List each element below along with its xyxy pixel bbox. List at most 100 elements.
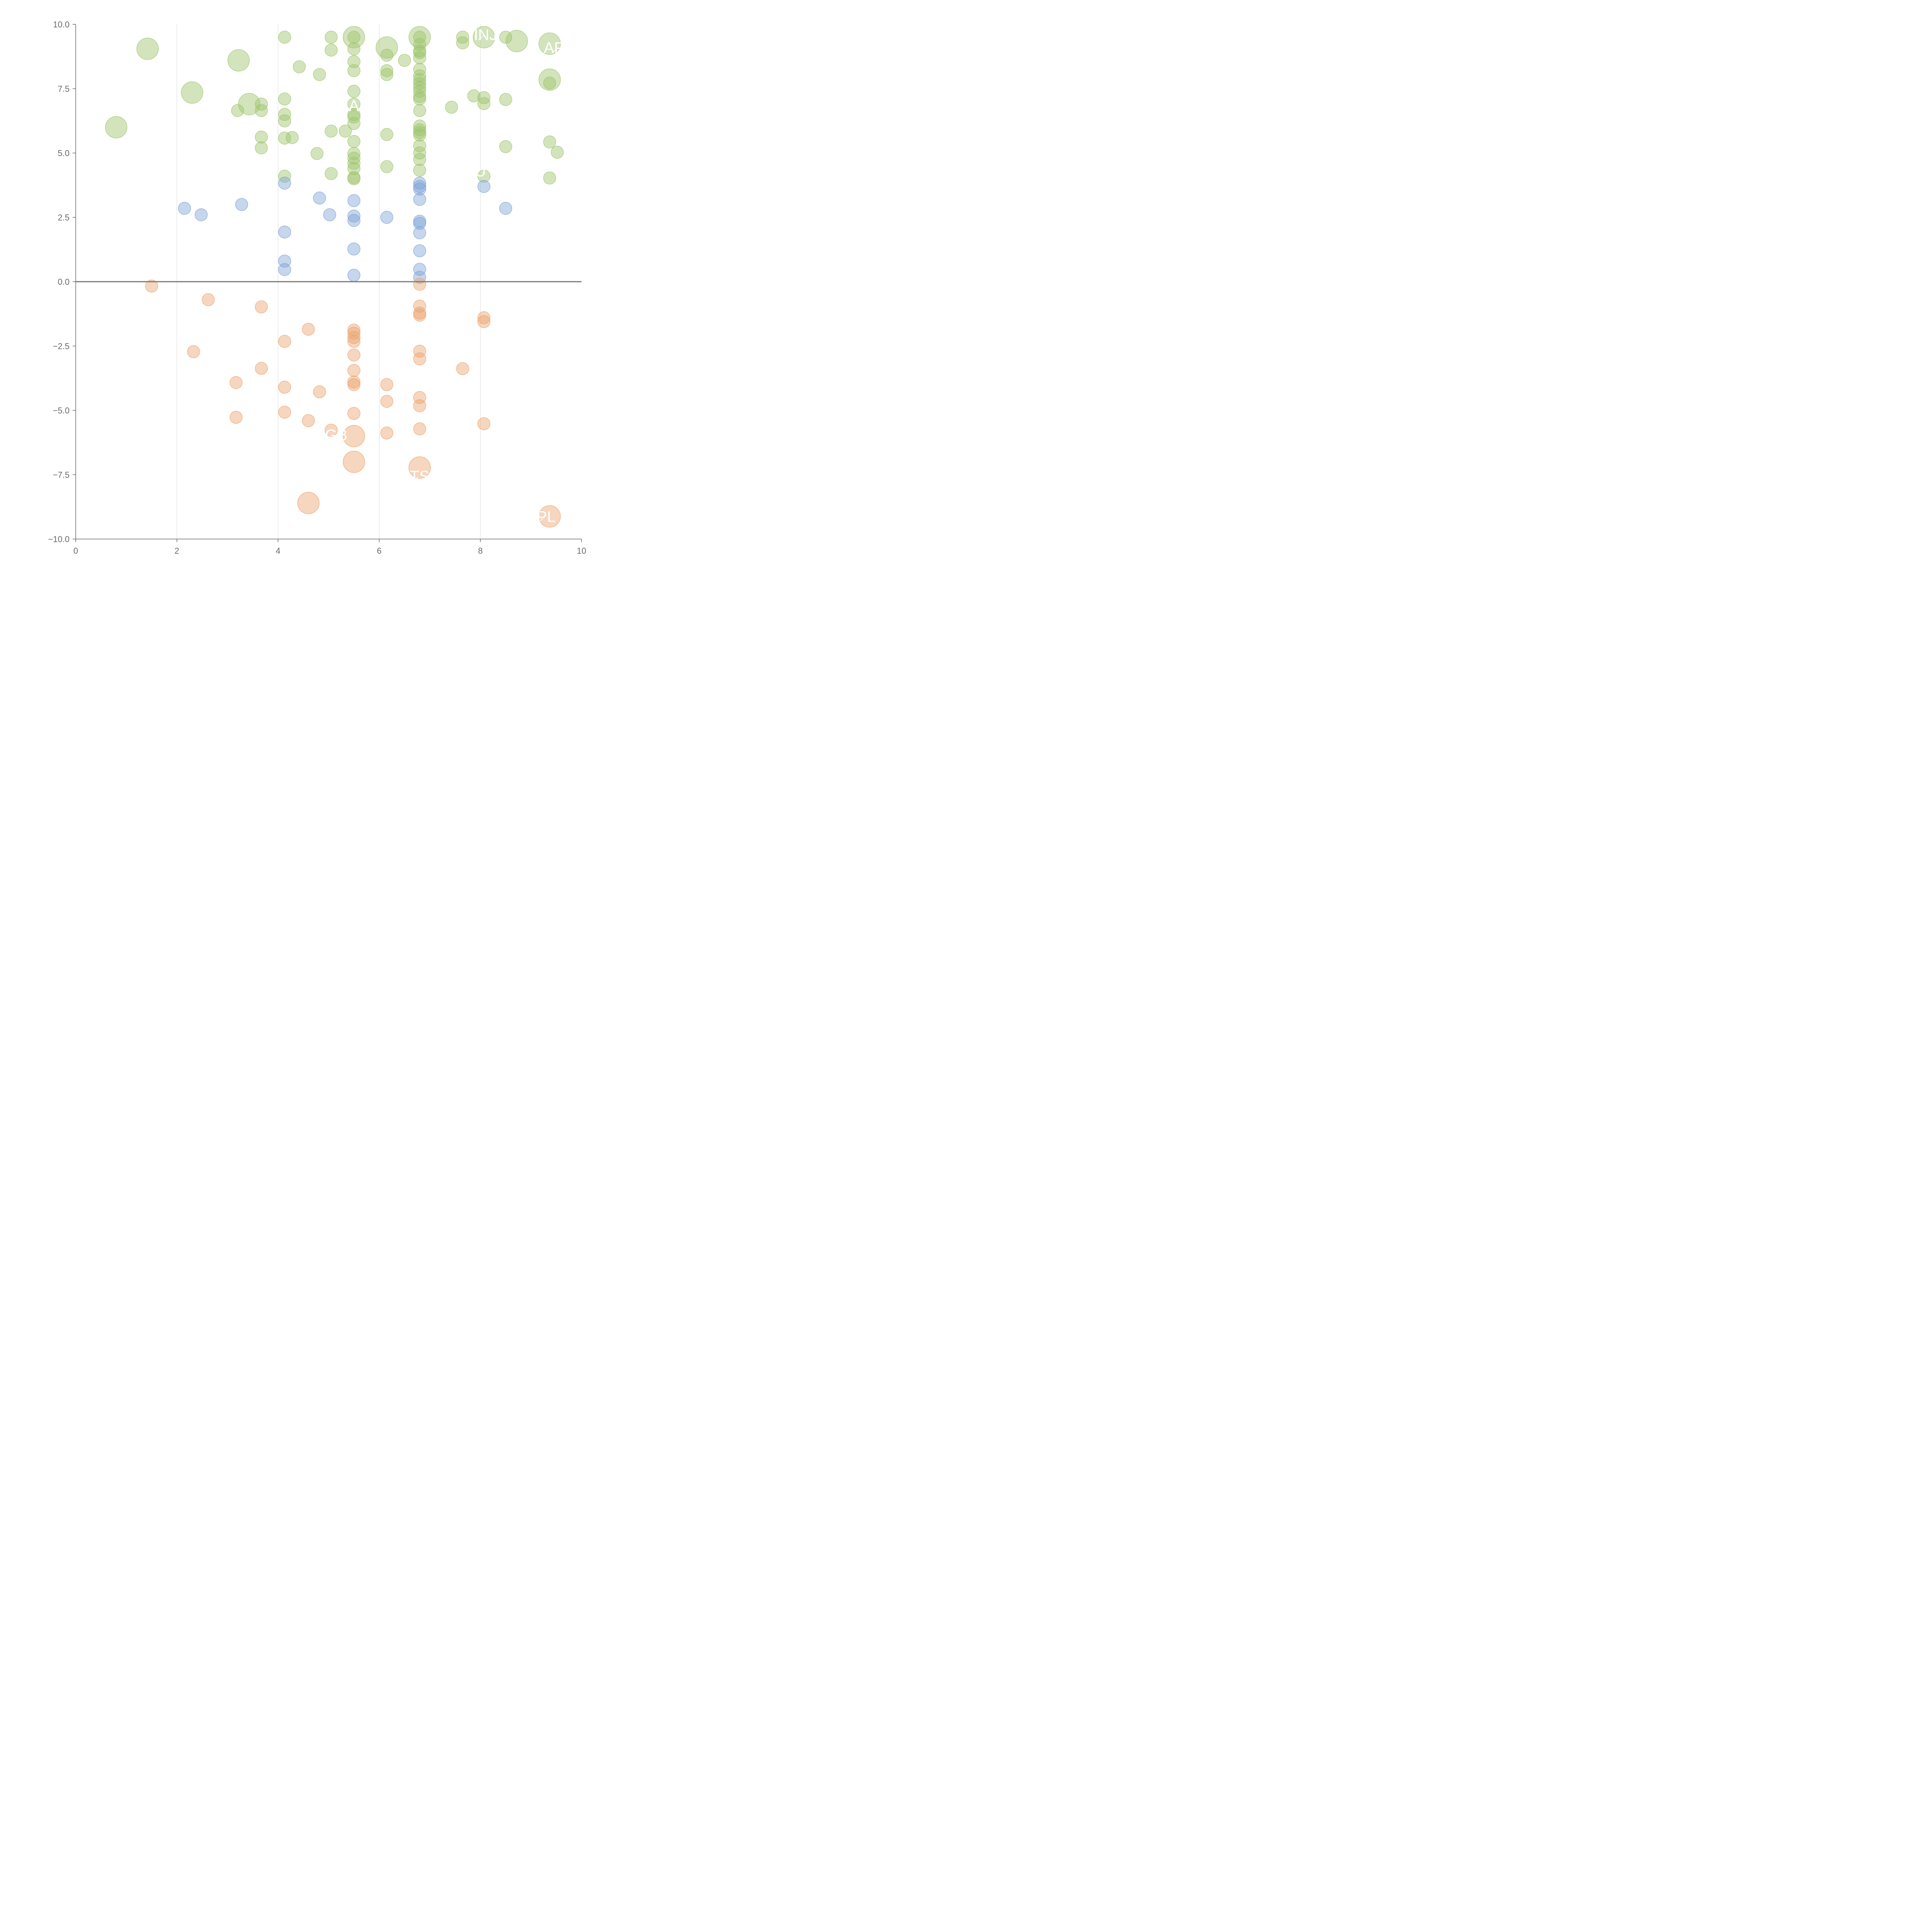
bubble-high-87 [543,135,556,149]
bubble-high-63 [413,104,426,117]
bubble-low-38 [408,456,431,479]
annotation-label-3: U [475,163,486,180]
bubble-high-83 [505,30,528,53]
bubble-low-39 [456,362,469,375]
bubble-high-53 [413,46,426,60]
y-tick-label: −7.5 [53,470,70,480]
bubble-mid-9 [347,194,361,207]
bubble-high-57 [413,73,426,86]
bubble-mid-3 [278,177,291,190]
bubble-mid-12 [347,242,361,256]
bubble-low-34 [413,352,426,366]
annotation-label-4: GB [325,427,347,444]
bubble-low-23 [347,407,361,420]
bubble-mid-4 [278,225,291,239]
bubble-high-41 [347,172,361,185]
bubble-high-49 [408,26,431,49]
bubble-mid-6 [278,263,291,276]
bubble-mid-8 [323,208,336,221]
annotation-leader-1 [551,48,558,53]
bubble-low-36 [413,399,426,412]
bubble-high-7 [255,104,268,117]
bubble-low-14 [325,423,338,437]
bubble-low-4 [230,411,243,424]
bubble-high-20 [325,31,338,44]
bubble-high-84 [538,32,561,55]
bubble-high-23 [325,167,338,180]
bubble-mid-13 [347,269,361,282]
bubble-high-78 [477,97,491,110]
bubble-high-38 [347,156,361,170]
bubble-low-9 [278,405,291,419]
bubble-mid-11 [347,214,361,227]
bubble-mid-23 [413,263,426,276]
x-tick-label: 2 [175,546,179,556]
annotation-label-0: INJ [474,27,497,44]
bubble-high-70 [413,153,426,166]
annotation-leader-0 [478,35,484,41]
bubble-high-17 [293,60,306,73]
bubble-mid-1 [194,208,208,221]
bubble-low-27 [380,395,393,408]
bubble-mid-17 [413,182,426,196]
bubble-mid-7 [313,191,326,205]
bubble-mid-0 [178,202,191,215]
bubble-high-79 [477,170,491,183]
bubble-high-89 [543,171,556,185]
bubble-low-22 [347,378,361,391]
bubble-high-27 [347,42,361,56]
bubble-high-18 [310,147,324,160]
bubble-high-26 [347,31,361,44]
bubble-mid-14 [380,211,393,224]
bubble-mid-21 [413,226,426,240]
bubble-low-13 [313,385,326,398]
bubble-high-11 [278,92,291,105]
bubble-high-3 [227,49,250,71]
bubble-low-33 [413,345,426,358]
bubble-high-2 [181,81,203,104]
bubble-high-35 [347,135,361,148]
bubble-low-37 [413,422,426,435]
bubble-high-44 [380,64,393,77]
bubble-low-7 [278,335,291,348]
bubble-high-62 [413,92,426,105]
y-tick-label: 2.5 [58,213,70,223]
bubble-high-25 [343,26,365,49]
bubble-high-43 [380,49,393,62]
bubble-high-76 [473,26,495,49]
bubble-low-6 [255,362,268,375]
bubble-low-15 [347,323,361,337]
bubble-high-81 [499,93,512,106]
bubble-high-85 [538,68,561,91]
bubble-high-15 [286,131,299,144]
annotation-leader-4 [329,435,335,440]
bubble-mid-25 [477,180,491,193]
bubble-low-18 [347,335,361,348]
x-tick-label: 0 [73,546,78,556]
bubble-low-5 [255,300,268,314]
bubble-high-28 [347,55,361,68]
bubble-high-21 [325,43,338,57]
bubble-low-42 [477,417,491,430]
bubble-low-10 [302,323,315,336]
annotation-leader-3 [473,172,479,177]
bubble-low-30 [413,299,426,313]
bubble-high-8 [255,130,268,144]
annotation-leader-5 [412,476,418,482]
bubble-mid-20 [413,217,426,230]
bubble-high-54 [413,51,426,65]
y-tick-label: 5.0 [58,148,70,158]
x-tick-label: 10 [577,546,586,556]
bubble-mid-2 [235,198,248,211]
bubble-high-48 [398,54,411,67]
y-tick-label: −5.0 [53,406,70,415]
bubble-high-59 [413,81,426,94]
bubble-high-46 [380,128,393,141]
bubble-high-39 [347,162,361,175]
bubble-high-72 [445,100,458,114]
bubble-mid-26 [499,202,512,215]
bubble-mid-24 [413,270,426,284]
bubble-high-34 [347,117,361,130]
annotation-leader-6 [539,517,545,522]
bubble-chart: INJ APT A U GB TS PL −10.0 −7.5 −5.0 −2.5 0.0 2.5 5.… [48,20,586,556]
